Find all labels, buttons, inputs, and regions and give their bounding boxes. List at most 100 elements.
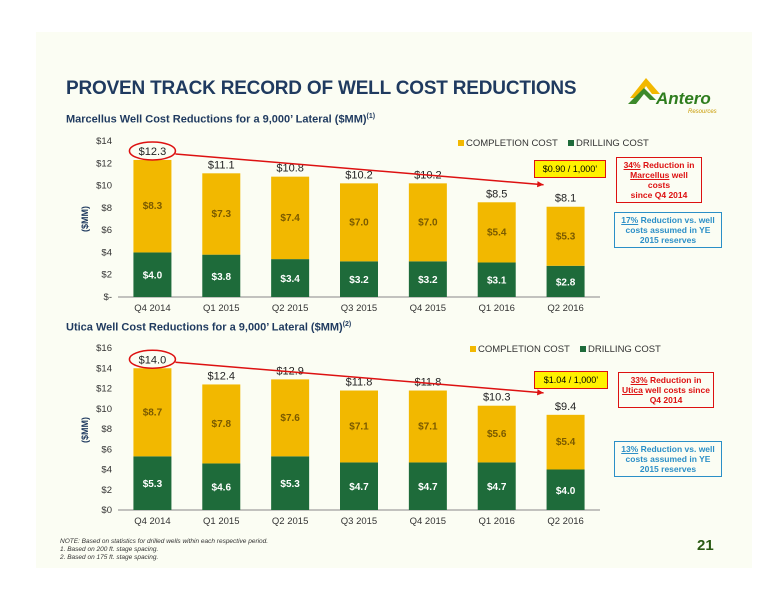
bar-drilling [477, 462, 516, 510]
utica-rate-box: $1.04 / 1,000’ [534, 371, 608, 389]
bar-completion [340, 390, 378, 463]
legend-swatch-drilling [580, 346, 586, 352]
footnote-line: 2. Based on 175 ft. stage spacing. [60, 554, 159, 561]
completion-value-label: $7.3 [212, 209, 232, 220]
total-value-label: $12.4 [208, 370, 236, 382]
total-value-label: $10.8 [276, 163, 304, 175]
y-tick-label: $10 [96, 181, 112, 192]
drilling-value-label: $3.4 [280, 274, 300, 285]
bar-completion [477, 405, 516, 463]
bar-drilling [133, 252, 172, 297]
callout-percent: 17% [621, 215, 639, 225]
marcellus-chart-subtitle: Marcellus Well Cost Reductions for a 9,0… [66, 113, 375, 126]
drilling-value-label: $5.3 [280, 479, 300, 490]
bar-completion [202, 384, 241, 464]
logo-subtext: Resources [688, 109, 717, 115]
completion-value-label: $8.3 [143, 201, 163, 212]
bar-completion [546, 206, 585, 266]
footnote-line: NOTE: Based on statistics for drilled we… [60, 538, 269, 545]
bar-drilling [271, 456, 310, 510]
logo-wordmark: Antero [655, 89, 711, 108]
y-tick-label: $2 [101, 485, 112, 496]
callout-line3: since Q4 2014 [630, 190, 688, 200]
total-value-label: $10.3 [483, 392, 511, 404]
bar-completion [202, 173, 241, 255]
bar-drilling [271, 259, 310, 297]
drilling-value-label: $4.6 [212, 483, 232, 494]
completion-value-label: $5.6 [487, 429, 507, 440]
x-tick-label: Q3 2015 [341, 516, 377, 527]
footnotes: NOTE: Based on statistics for drilled we… [60, 538, 268, 562]
bar-completion [408, 390, 447, 463]
legend-label-completion: COMPLETION COST [466, 138, 558, 149]
total-value-label: $8.1 [555, 193, 576, 205]
y-tick-label: $0 [101, 505, 112, 516]
callout-line1: Reduction vs. well [638, 215, 715, 225]
bar-drilling [477, 262, 516, 297]
subtitle-text: Marcellus Well Cost Reductions for a 9,0… [66, 113, 367, 126]
bar-completion [477, 202, 516, 263]
x-tick-label: Q2 2015 [272, 303, 308, 314]
callout-percent: 33% [630, 375, 648, 385]
bar-drilling [408, 261, 447, 297]
first-total-highlight-oval [128, 141, 177, 161]
y-tick-label: $14 [96, 363, 112, 374]
x-tick-label: Q1 2015 [203, 516, 239, 527]
bar-completion [133, 368, 172, 457]
callout-line3: 2015 reserves [639, 464, 697, 474]
completion-value-label: $7.6 [280, 413, 300, 424]
completion-value-label: $7.1 [349, 421, 369, 432]
bar-completion [271, 379, 310, 457]
bar-completion [408, 183, 447, 262]
callout-line2: well costs since [642, 385, 710, 395]
x-tick-label: Q1 2016 [478, 516, 514, 527]
total-value-label: $12.3 [139, 146, 167, 158]
first-total-highlight-oval [128, 349, 177, 369]
total-value-label: $11.1 [208, 159, 235, 171]
subtitle-footnote-ref: (2) [342, 321, 352, 328]
completion-value-label: $7.1 [418, 421, 438, 432]
completion-value-label: $7.8 [212, 419, 232, 430]
completion-value-label: $8.7 [143, 407, 163, 418]
drilling-value-label: $3.2 [418, 275, 438, 286]
legend-swatch-completion [470, 346, 476, 352]
total-value-label: $14.0 [139, 354, 167, 366]
subtitle-footnote-ref: (1) [366, 113, 376, 120]
trend-arrow-line [175, 361, 544, 394]
callout-basin-name: Marcellus [630, 170, 670, 180]
x-tick-label: Q2 2015 [272, 516, 308, 527]
drilling-value-label: $3.2 [349, 275, 369, 286]
utica-reserves-callout: 13% Reduction vs. well costs assumed in … [614, 441, 722, 477]
callout-line3: Q4 2014 [649, 395, 683, 405]
drilling-value-label: $4.7 [487, 482, 507, 493]
drilling-value-label: $3.1 [487, 276, 507, 287]
callout-basin-name: Utica [622, 385, 643, 395]
legend-label-drilling: DRILLING COST [576, 138, 649, 149]
completion-value-label: $5.3 [556, 231, 576, 242]
bar-drilling [546, 469, 585, 510]
y-axis-label: ($MM) [80, 206, 90, 232]
drilling-value-label: $4.7 [418, 482, 438, 493]
bar-drilling [202, 254, 241, 297]
bar-drilling [546, 265, 585, 297]
legend-swatch-completion [458, 140, 464, 146]
completion-value-label: $7.0 [349, 217, 369, 228]
page-title: PROVEN TRACK RECORD OF WELL COST REDUCTI… [66, 78, 577, 99]
x-tick-label: Q4 2015 [410, 516, 446, 527]
trend-arrow-head [537, 389, 544, 396]
x-tick-label: Q2 2016 [547, 303, 583, 314]
y-tick-label: $2 [101, 270, 112, 281]
y-tick-label: $12 [96, 384, 112, 395]
total-value-label: $8.5 [486, 188, 507, 200]
completion-value-label: $5.4 [556, 437, 576, 448]
bar-drilling [408, 462, 447, 510]
x-tick-label: Q4 2015 [410, 303, 446, 314]
bar-drilling [133, 456, 172, 510]
completion-value-label: $7.0 [418, 217, 438, 228]
bar-completion [271, 176, 310, 260]
x-tick-label: Q1 2015 [203, 303, 239, 314]
y-tick-label: $4 [101, 465, 112, 476]
drilling-value-label: $5.3 [143, 479, 163, 490]
callout-percent: 34% [623, 160, 641, 170]
y-tick-label: $8 [101, 424, 112, 435]
